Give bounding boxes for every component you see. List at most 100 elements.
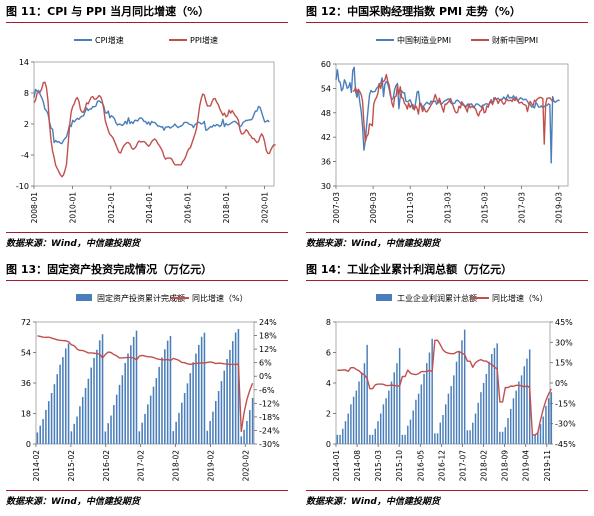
y-tick-label: 0 [26,440,31,449]
bar-50 [472,422,474,444]
bar-60 [499,431,501,444]
bar-45 [164,349,166,444]
y2-tick-label: 0% [555,379,568,388]
y-tick-label: -10 [16,182,29,191]
bar-49 [469,430,471,444]
bar-9 [62,357,64,444]
bar-8 [59,364,61,444]
bar-13 [371,434,374,444]
bar-17 [84,387,87,444]
bar-63 [507,418,509,444]
bar-25 [404,434,406,444]
bar-66 [223,370,226,444]
bar-50 [178,412,180,444]
bar-49 [175,421,177,444]
y-tick-label: 42 [321,133,331,142]
bar-56 [488,361,490,444]
legend-label: CPI增速 [95,35,124,45]
x-tick-label: 2015-03 [480,192,489,224]
y-tick-label: 36 [321,158,331,167]
source-note: 数据来源：Wind，中信建投期货 [6,497,140,507]
bar-76 [251,397,254,444]
bar-7 [355,390,358,444]
y-tick-label: 6 [326,349,331,358]
y-tick-label: -4 [21,151,29,160]
y2-tick-label: -30% [259,440,280,449]
bar-8 [358,381,360,444]
bar-37 [436,433,439,444]
source-rule [6,490,288,491]
x-tick-label: 2015-03 [374,450,383,482]
bar-47 [169,335,172,444]
y-tick-label: 60 [321,60,331,69]
y2-tick-label: 45% [555,318,573,327]
legend: 中国制造业PMI 财新中国PMI [376,35,538,45]
bar-27 [409,419,412,444]
y2-tick-label: 30% [555,338,573,347]
legend-label: 中国制造业PMI [397,35,451,45]
x-tick-label: 2014-08 [353,450,362,482]
x-tick-label: 2016-01 [184,192,193,224]
bar-53 [480,392,482,444]
legend-swatch [76,294,92,301]
bar-70 [526,358,528,444]
y2-tick-label: 24% [259,318,277,327]
series-line-1 [352,73,555,145]
bar-59 [496,343,498,444]
y-tick-label: 72 [21,318,31,327]
bar-17 [382,404,385,444]
bar-16 [379,413,382,444]
bar-60 [206,430,209,444]
bar-70 [234,332,237,444]
bar-69 [523,366,526,444]
bar-16 [81,397,84,444]
y-tick-label: 2 [326,410,331,419]
figure-number: 图 14： [306,263,348,276]
bar-77 [545,405,547,444]
bar-34 [132,336,135,444]
bar-44 [455,361,458,444]
bar-38 [144,413,146,444]
bar-5 [50,392,53,444]
bar-4 [347,413,349,444]
y-tick-label: 48 [321,109,331,118]
bar-37 [141,422,143,444]
bar-57 [491,354,493,444]
bar-22 [396,363,398,444]
x-tick-label: 2011-03 [406,192,415,224]
bar-20 [390,381,393,444]
figure-number: 图 11： [6,5,48,18]
bar-33 [130,345,132,444]
y2-tick-label: 6% [259,359,272,368]
series-line-0 [33,88,270,145]
legend-swatch [376,294,392,301]
title-rule [306,280,588,281]
bar-33 [426,363,428,444]
bar-46 [166,340,169,444]
bar-35 [431,338,433,444]
bar-74 [246,420,248,444]
x-tick-label: 2007-03 [332,192,341,224]
bar-72 [531,434,534,444]
panel-title: 图 11：CPI 与 PPI 当月同比增速（%） [6,3,288,21]
x-tick-label: 2017-03 [518,192,527,224]
y2-tick-label: -12% [259,399,280,408]
bar-64 [509,408,512,444]
bar-55 [192,362,194,444]
y-tick-label: 0 [326,440,331,449]
bar-32 [423,373,425,444]
x-tick-label: 2013-03 [443,192,452,224]
x-tick-label: 2012-01 [107,192,116,224]
bar-6 [352,396,355,444]
bar-27 [113,405,115,444]
bar-72 [240,436,243,444]
x-tick-label: 2018-02 [480,450,489,482]
bar-71 [237,328,240,444]
bar-67 [226,358,228,444]
bar-24 [104,431,107,444]
x-tick-label: 2020-02 [241,450,250,482]
bar-23 [101,334,104,444]
bar-6 [53,384,56,444]
chart-title: CPI 与 PPI 当月同比增速（%） [47,5,210,18]
